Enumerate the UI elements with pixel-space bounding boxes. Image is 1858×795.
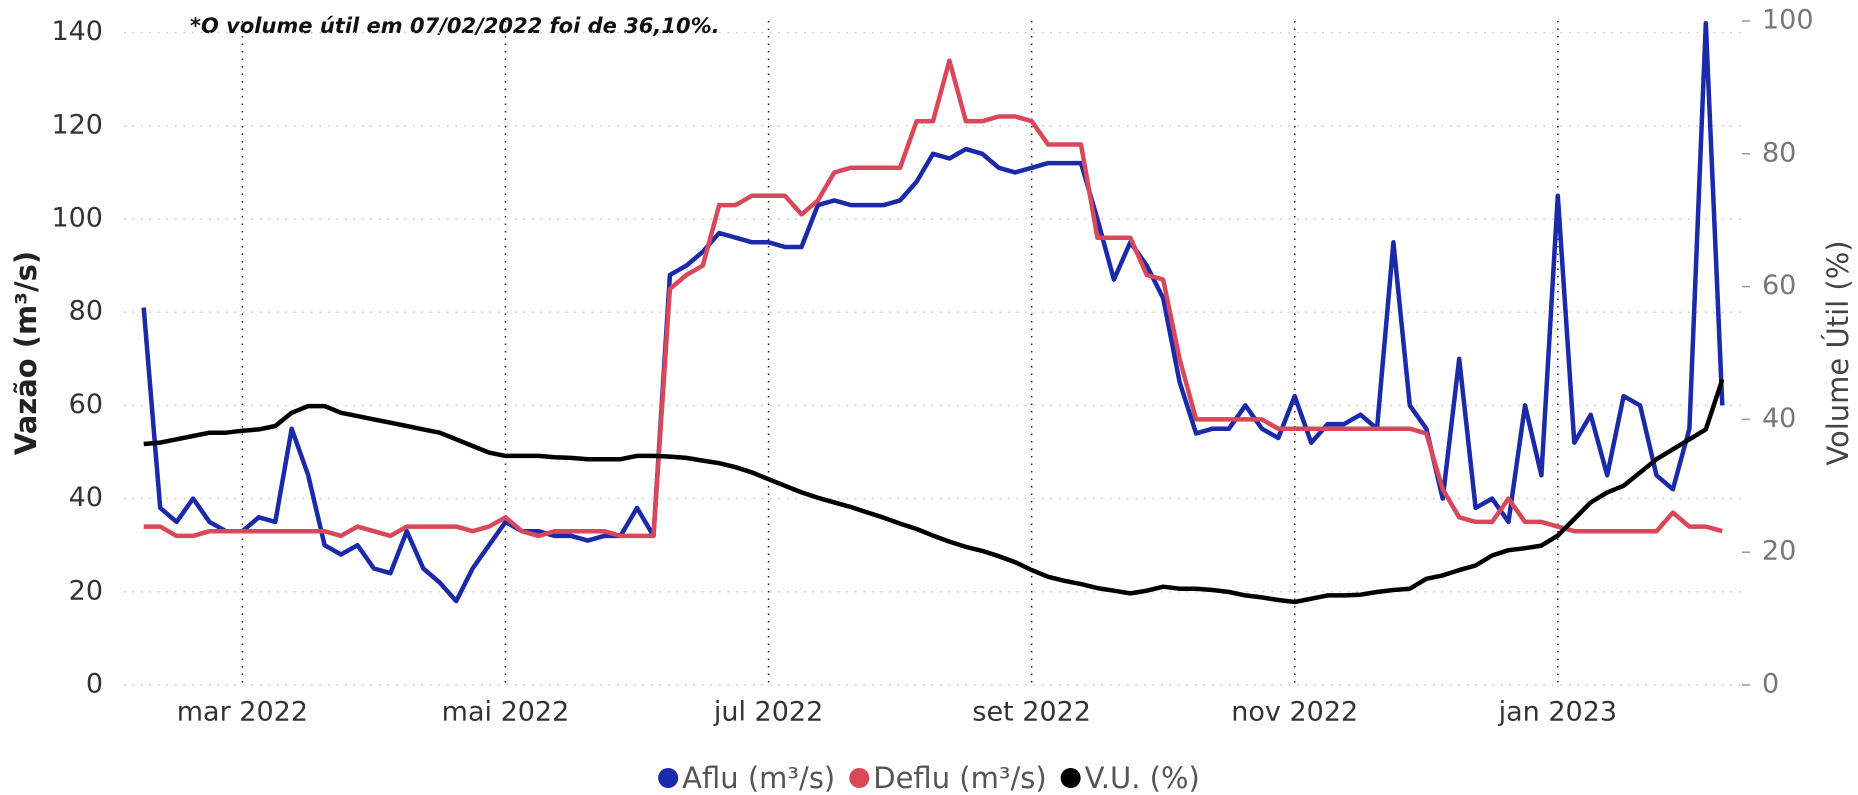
x-tick-label: jan 2023: [1498, 697, 1617, 728]
series-line: [143, 378, 1725, 605]
x-tick-label: set 2022: [972, 697, 1091, 728]
x-tick-label: jul 2022: [713, 697, 823, 728]
y-tick-label: 40: [69, 482, 103, 513]
y-axis-label: Vazão (m³/s): [9, 251, 43, 455]
y-tick-label: 120: [51, 109, 103, 140]
y2-axis-label: Volume Útil (%): [1821, 240, 1855, 465]
y-tick-label: 60: [69, 389, 103, 420]
legend-marker: [1060, 768, 1081, 788]
y2-tick-label: 100: [1762, 5, 1814, 36]
y2-tick-label: 20: [1762, 536, 1796, 567]
y-tick-label: 20: [69, 575, 103, 606]
y2-tick-label: 60: [1762, 270, 1796, 301]
series-line: [143, 58, 1723, 539]
y-tick-label: 80: [69, 296, 103, 327]
y-tick-label: 0: [86, 669, 103, 700]
y2-tick-label: 80: [1762, 137, 1796, 168]
series-line: [141, 21, 1725, 604]
legend-label: V.U. (%): [1085, 761, 1200, 795]
annotation: *O volume útil em 07/02/2022 foi de 36,1…: [190, 14, 720, 38]
legend-marker: [849, 768, 870, 788]
y2-tick-label: 40: [1762, 403, 1796, 434]
legend-label: Deflu (m³/s): [873, 761, 1046, 795]
x-tick-label: mar 2022: [177, 697, 308, 728]
y2-tick-label: 0: [1762, 669, 1779, 700]
y-tick-label: 140: [51, 16, 103, 47]
x-tick-label: nov 2022: [1231, 697, 1358, 728]
y-tick-label: 100: [51, 203, 103, 234]
legend-marker: [658, 768, 679, 788]
legend-label: Aflu (m³/s): [682, 761, 835, 795]
x-tick-label: mai 2022: [442, 697, 570, 728]
